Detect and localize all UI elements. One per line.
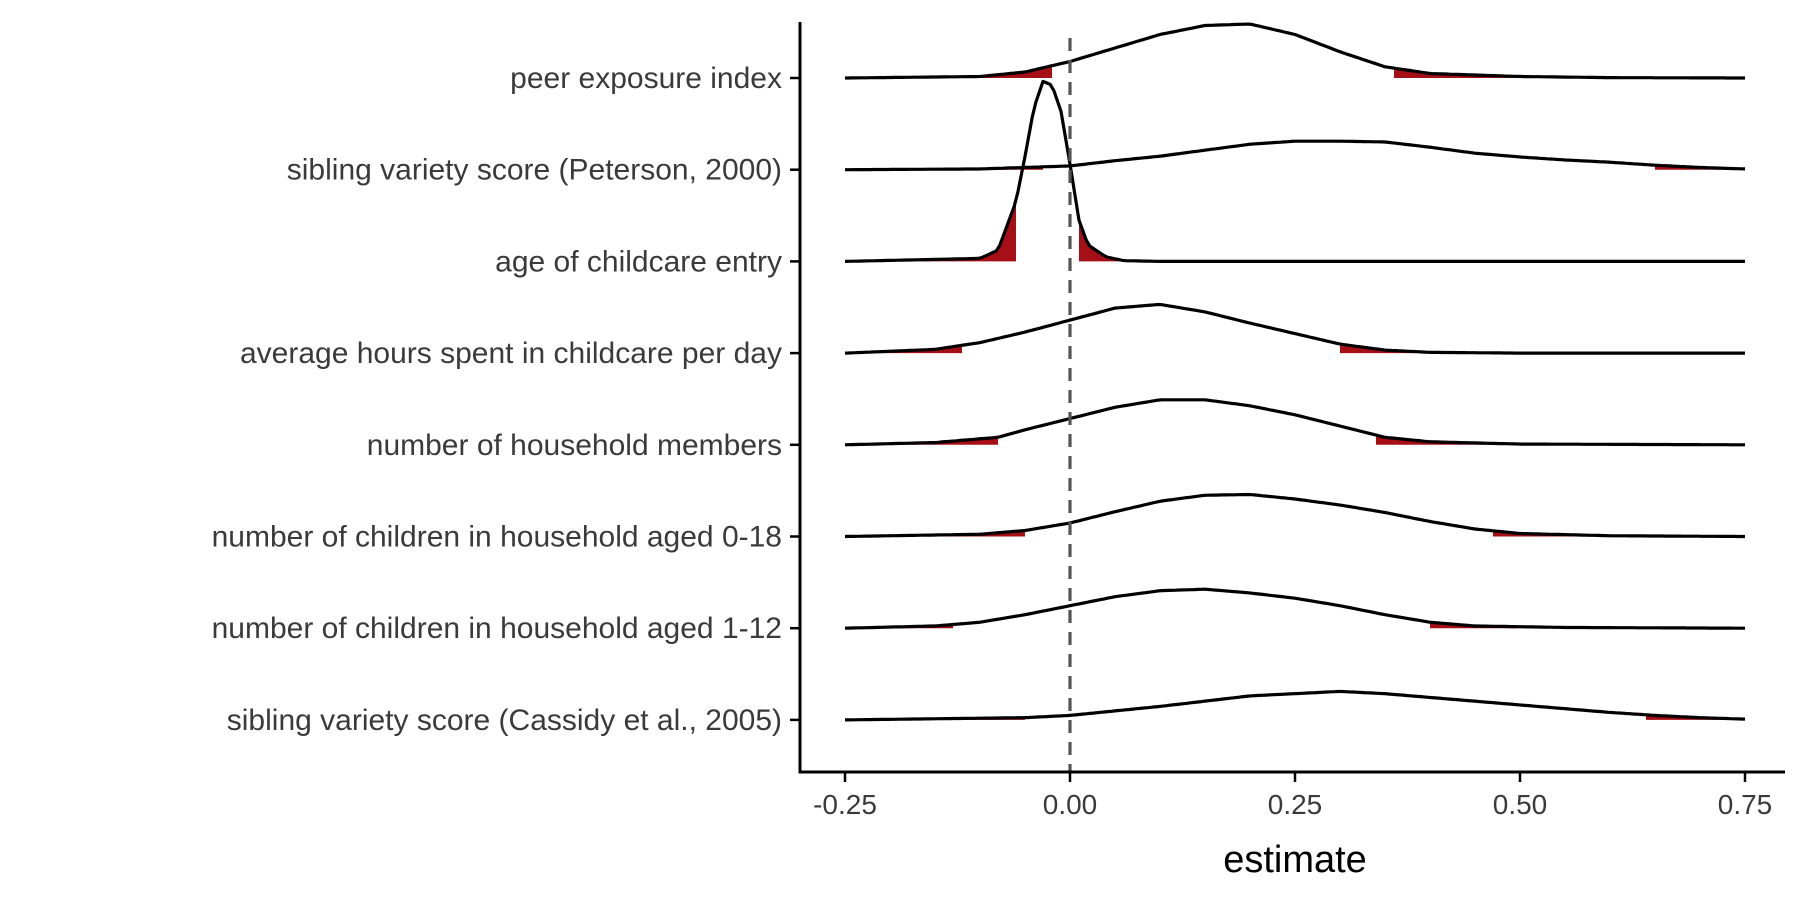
upper-tail-fill bbox=[1376, 435, 1745, 445]
ridge-4 bbox=[844, 398, 1745, 447]
x-tick-label: 0.50 bbox=[1493, 789, 1548, 820]
category-label: number of children in household aged 1-1… bbox=[212, 612, 782, 645]
density-ridges bbox=[844, 22, 1746, 722]
upper-tail-fill bbox=[1340, 344, 1745, 354]
density-curve bbox=[845, 139, 1746, 172]
x-tick-label: -0.25 bbox=[813, 789, 877, 820]
upper-tail-fill bbox=[1079, 220, 1745, 262]
category-label: peer exposure index bbox=[510, 62, 782, 95]
category-label: number of children in household aged 0-1… bbox=[212, 521, 782, 554]
category-label: number of household members bbox=[367, 429, 782, 462]
category-label: sibling variety score (Peterson, 2000) bbox=[287, 154, 782, 187]
density-curve bbox=[844, 302, 1745, 355]
ridge-0 bbox=[845, 22, 1745, 80]
x-axis: -0.25 0.00 0.25 0.50 0.75 bbox=[798, 770, 1785, 820]
ridge-7 bbox=[845, 689, 1746, 722]
lower-tail-fill bbox=[845, 345, 962, 354]
ridge-1 bbox=[845, 139, 1746, 172]
ridge-5 bbox=[844, 492, 1745, 539]
density-curve bbox=[844, 492, 1745, 539]
x-tick-label: 0.00 bbox=[1043, 789, 1098, 820]
x-tick-label: 0.75 bbox=[1718, 789, 1773, 820]
ridge-2 bbox=[844, 79, 1745, 263]
ridge-6 bbox=[844, 587, 1745, 630]
y-axis: peer exposure index sibling variety score… bbox=[212, 22, 802, 774]
ridge-3 bbox=[844, 302, 1745, 355]
density-curve bbox=[845, 689, 1746, 722]
density-curve bbox=[844, 398, 1745, 447]
category-label: sibling variety score (Cassidy et al., 2… bbox=[227, 704, 782, 737]
category-label: age of childcare entry bbox=[495, 245, 782, 278]
lower-tail-fill bbox=[845, 201, 1016, 262]
density-curve bbox=[844, 79, 1745, 263]
density-curve bbox=[844, 587, 1745, 630]
category-label: average hours spent in childcare per day bbox=[240, 337, 782, 370]
x-axis-title: estimate bbox=[1223, 839, 1367, 881]
density-curve bbox=[845, 22, 1745, 80]
x-tick-label: 0.25 bbox=[1268, 789, 1323, 820]
lower-tail-fill bbox=[845, 437, 998, 445]
